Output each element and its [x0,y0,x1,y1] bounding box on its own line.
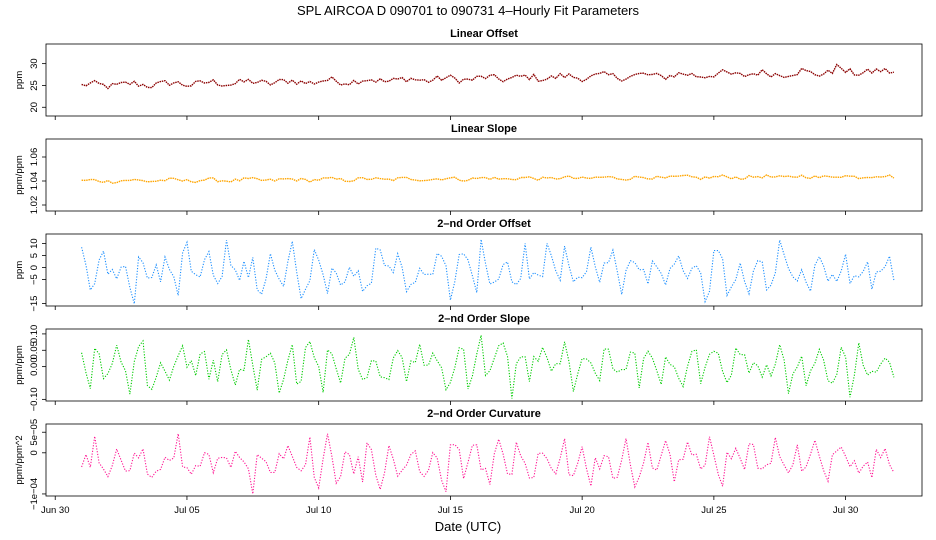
panels: Linear Offset ppm 20 25 30 Linear Slope ppm/pp… [14,28,923,510]
y-tick-label: 30 [29,58,40,69]
y-axis-label: ppm/ppm [14,345,25,385]
x-tick-label: Jul 20 [569,505,594,516]
y-tick-label: 20 [29,102,40,113]
y-tick-label: −0.10 [29,387,40,411]
panel-frame [45,423,923,497]
panel-title: 2–nd Order Slope [438,313,530,325]
panel-4: 2–nd Order Slope ppm/ppm −0.10 0.000.050.10 [14,313,923,411]
x-tick-label: Jul 30 [833,505,858,516]
panel-frame [45,43,923,117]
panel-title: 2–nd Order Curvature [427,408,541,420]
series-line [81,239,895,304]
y-tick-label: −5 [29,274,40,285]
series-line [81,335,895,399]
y-axis-label: ppm/ppm [14,155,25,195]
series-line [81,433,895,494]
y-axis-label: ppm [14,71,25,90]
y-tick-label: 5 [29,253,40,258]
y-tick-label: 0.05 [29,341,40,360]
y-tick-label: 0 [29,450,40,455]
x-axis: Jun 30 Jul 05 Jul 10 Jul 15 Jul 20 Jul 25 Jul … [41,505,858,516]
x-tick-label: Jul 25 [701,505,726,516]
y-tick-label: 10 [29,238,40,249]
series-line [81,174,895,184]
y-tick-label: 1.06 [29,148,40,167]
figure-title: SPL AIRCOA D 090701 to 090731 4–Hourly F… [297,3,640,18]
panel-frame [45,233,923,307]
panel-frame [45,138,923,212]
y-tick-label: 0.00 [29,357,40,376]
y-tick-label: 1.02 [29,196,40,215]
y-tick-label: −15 [29,296,40,312]
panel-frame [45,328,923,402]
y-tick-label: 0 [29,265,40,270]
x-tick-label: Jul 15 [438,505,463,516]
panel-3: 2–nd Order Offset ppm −15 −5 0 5 10 [14,218,923,312]
y-tick-label: 0.10 [29,325,40,344]
x-tick-label: Jul 10 [306,505,331,516]
panel-1: Linear Offset ppm 20 25 30 [14,28,923,120]
y-tick-label: 25 [29,80,40,91]
panel-2: Linear Slope ppm/ppm 1.02 1.04 1.06 [14,123,923,215]
y-tick-label: 1.04 [29,172,40,191]
y-tick-label: −1e−04 [29,478,40,510]
x-axis-label: Date (UTC) [435,519,501,534]
x-tick-label: Jul 05 [174,505,199,516]
panel-title: Linear Offset [450,28,518,40]
panel-5: 2–nd Order Curvature ppm/ppm^2 −1e−04 0 5e−0… [14,408,923,510]
y-axis-label: ppm [14,261,25,280]
panel-title: Linear Slope [451,123,517,135]
x-tick-label: Jun 30 [41,505,70,516]
panel-title: 2–nd Order Offset [437,218,531,230]
y-tick-label: 5e−05 [29,419,40,446]
series-line [81,63,895,90]
y-axis-label: ppm/ppm^2 [14,435,25,484]
